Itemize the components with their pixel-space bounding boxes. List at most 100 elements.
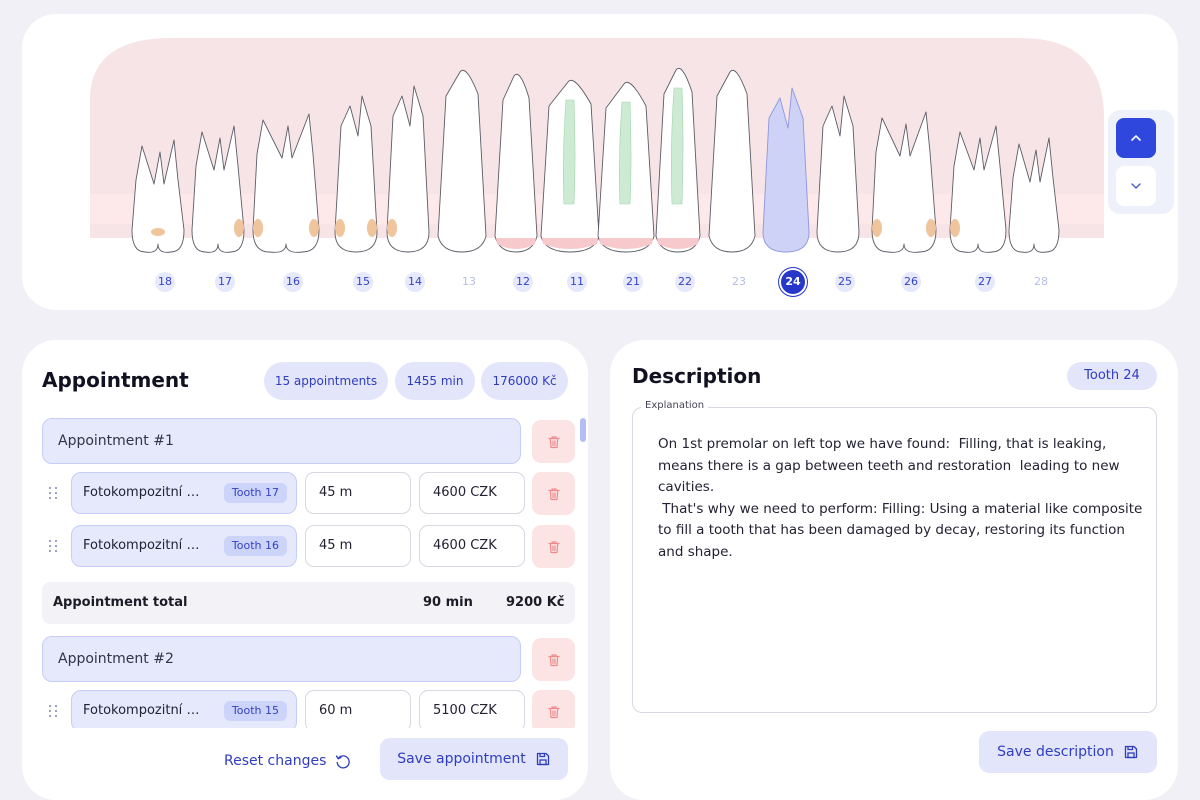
tooth-number-24[interactable]: 24 <box>781 270 805 294</box>
tooth[interactable] <box>762 87 810 253</box>
tooth[interactable] <box>597 81 655 253</box>
reset-changes-button[interactable]: Reset changes <box>224 746 352 776</box>
tooth[interactable] <box>540 79 600 253</box>
tooth[interactable] <box>949 125 1007 253</box>
save-description-label: Save description <box>997 744 1114 760</box>
drag-handle-icon[interactable] <box>48 704 58 718</box>
procedure-name: Fotokompozitní výplň <box>83 538 203 553</box>
drag-handle-icon[interactable] <box>48 539 58 553</box>
filling-mark <box>950 219 960 237</box>
tooth-number-16[interactable]: 16 <box>283 272 303 292</box>
crown-mark <box>657 238 699 249</box>
tooth-number-28[interactable]: 28 <box>1034 275 1048 288</box>
duration-input[interactable]: 45 m <box>305 525 411 567</box>
tooth[interactable] <box>708 69 756 253</box>
save-appointment-button[interactable]: Save appointment <box>380 738 568 780</box>
tooth-number-27[interactable]: 27 <box>975 272 995 292</box>
upper-jaw-button[interactable] <box>1116 118 1156 158</box>
selected-tooth-badge: Tooth 24 <box>1067 362 1157 390</box>
tooth-number-25[interactable]: 25 <box>835 272 855 292</box>
teeth-group <box>131 67 1060 253</box>
trash-icon <box>547 540 560 553</box>
duration-input[interactable]: 45 m <box>305 472 411 514</box>
delete-appointment-button[interactable] <box>532 420 575 463</box>
explanation-label: Explanation <box>641 400 709 411</box>
root-canal-mark <box>563 99 576 205</box>
tooth[interactable] <box>191 125 245 253</box>
trash-icon <box>547 435 560 448</box>
teeth-chart-card: 18 17 16 15 14 13 12 11 21 22 23 24 25 26 27 28 <box>22 14 1178 310</box>
save-description-button[interactable]: Save description <box>979 731 1157 773</box>
procedure-select[interactable]: Fotokompozitní výplň Tooth 17 <box>71 472 297 514</box>
filling-mark <box>309 219 319 237</box>
floppy-disk-icon <box>1124 745 1137 759</box>
root-canal-mark <box>671 87 684 205</box>
chevron-up-icon <box>1131 135 1141 141</box>
procedure-name: Fotokompozitní výplň <box>83 485 203 500</box>
tooth[interactable] <box>494 73 538 253</box>
tooth-chip: Tooth 17 <box>223 483 287 503</box>
price-input[interactable]: 4600 CZK <box>419 525 525 567</box>
explanation-textarea[interactable]: Explanation On 1st premolar on left top … <box>632 400 1157 713</box>
reset-label: Reset changes <box>224 753 327 769</box>
trash-icon <box>547 653 560 666</box>
tooth[interactable] <box>816 95 860 253</box>
tooth-number-13[interactable]: 13 <box>462 275 476 288</box>
tooth-number-22[interactable]: 22 <box>675 272 695 292</box>
appointment-list-scrollbar[interactable] <box>580 418 586 442</box>
delete-row-button[interactable] <box>532 525 575 568</box>
duration-input[interactable]: 60 m <box>305 690 411 732</box>
delete-row-button[interactable] <box>532 690 575 733</box>
filling-mark <box>151 228 165 236</box>
appointment-title: Appointment <box>42 368 189 392</box>
jaw-toggle <box>1108 110 1174 214</box>
appointment-count-badge: 15 appointments <box>264 362 388 400</box>
crown-mark <box>496 238 536 249</box>
appointment-total-row: Appointment total 90 min 9200 Kč <box>42 582 575 624</box>
tooth-number-11[interactable]: 11 <box>567 272 587 292</box>
tooth[interactable] <box>871 111 937 253</box>
total-price-badge: 176000 Kč <box>481 362 568 400</box>
tooth[interactable] <box>1008 137 1060 253</box>
tooth-number-23[interactable]: 23 <box>732 275 746 288</box>
trash-icon <box>547 487 560 500</box>
delete-appointment-button[interactable] <box>532 638 575 681</box>
tooth[interactable] <box>386 85 430 253</box>
price-input[interactable]: 4600 CZK <box>419 472 525 514</box>
trash-icon <box>547 705 560 718</box>
lower-jaw-button[interactable] <box>1116 166 1156 206</box>
price-input[interactable]: 5100 CZK <box>419 690 525 732</box>
tooth-number-26[interactable]: 26 <box>901 272 921 292</box>
delete-row-button[interactable] <box>532 472 575 515</box>
appointment-group-header[interactable]: Appointment #1 <box>42 418 521 464</box>
tooth-chip: Tooth 16 <box>223 536 287 556</box>
tooth-number-15[interactable]: 15 <box>353 272 373 292</box>
floppy-disk-icon <box>536 752 549 766</box>
appointment-panel: Appointment 15 appointments 1455 min 176… <box>22 340 588 800</box>
total-price: 9200 Kč <box>506 595 565 610</box>
drag-handle-icon[interactable] <box>48 486 58 500</box>
filling-mark <box>335 219 345 237</box>
filling-mark <box>253 219 263 237</box>
total-minutes: 90 min <box>423 595 473 610</box>
tooth-number-18[interactable]: 18 <box>155 272 175 292</box>
tooth-number-12[interactable]: 12 <box>513 272 533 292</box>
tooth[interactable] <box>334 95 378 253</box>
tooth-number-21[interactable]: 21 <box>623 272 643 292</box>
save-appointment-label: Save appointment <box>397 751 526 767</box>
filling-mark <box>367 219 377 237</box>
tooth-number-14[interactable]: 14 <box>405 272 425 292</box>
tooth[interactable] <box>437 69 487 253</box>
procedure-select[interactable]: Fotokompozitní výplň Tooth 15 <box>71 690 297 732</box>
filling-mark <box>234 219 244 237</box>
root-canal-mark <box>619 101 632 205</box>
tooth[interactable] <box>655 67 701 253</box>
undo-icon <box>336 755 351 769</box>
tooth-number-17[interactable]: 17 <box>215 272 235 292</box>
procedure-select[interactable]: Fotokompozitní výplň Tooth 16 <box>71 525 297 567</box>
tooth[interactable] <box>131 139 185 253</box>
tooth[interactable] <box>252 113 320 253</box>
appointment-group-header[interactable]: Appointment #2 <box>42 636 521 682</box>
explanation-text: On 1st premolar on left top we have foun… <box>658 436 1143 560</box>
teeth-chart-graphic <box>90 38 1104 253</box>
